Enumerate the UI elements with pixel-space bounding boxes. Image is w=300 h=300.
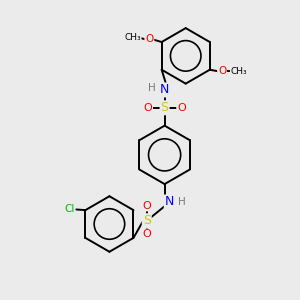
Text: CH₃: CH₃ xyxy=(231,67,247,76)
Text: O: O xyxy=(177,103,186,113)
Text: O: O xyxy=(142,200,151,211)
Text: S: S xyxy=(143,214,151,227)
Text: N: N xyxy=(165,195,174,208)
Text: Cl: Cl xyxy=(64,204,74,214)
Text: O: O xyxy=(145,34,154,44)
Text: O: O xyxy=(143,103,152,113)
Text: N: N xyxy=(160,83,169,97)
Text: H: H xyxy=(148,83,156,93)
Text: O: O xyxy=(142,230,151,239)
Text: S: S xyxy=(160,101,169,114)
Text: O: O xyxy=(218,66,226,76)
Text: H: H xyxy=(178,197,186,207)
Text: CH₃: CH₃ xyxy=(124,33,141,42)
